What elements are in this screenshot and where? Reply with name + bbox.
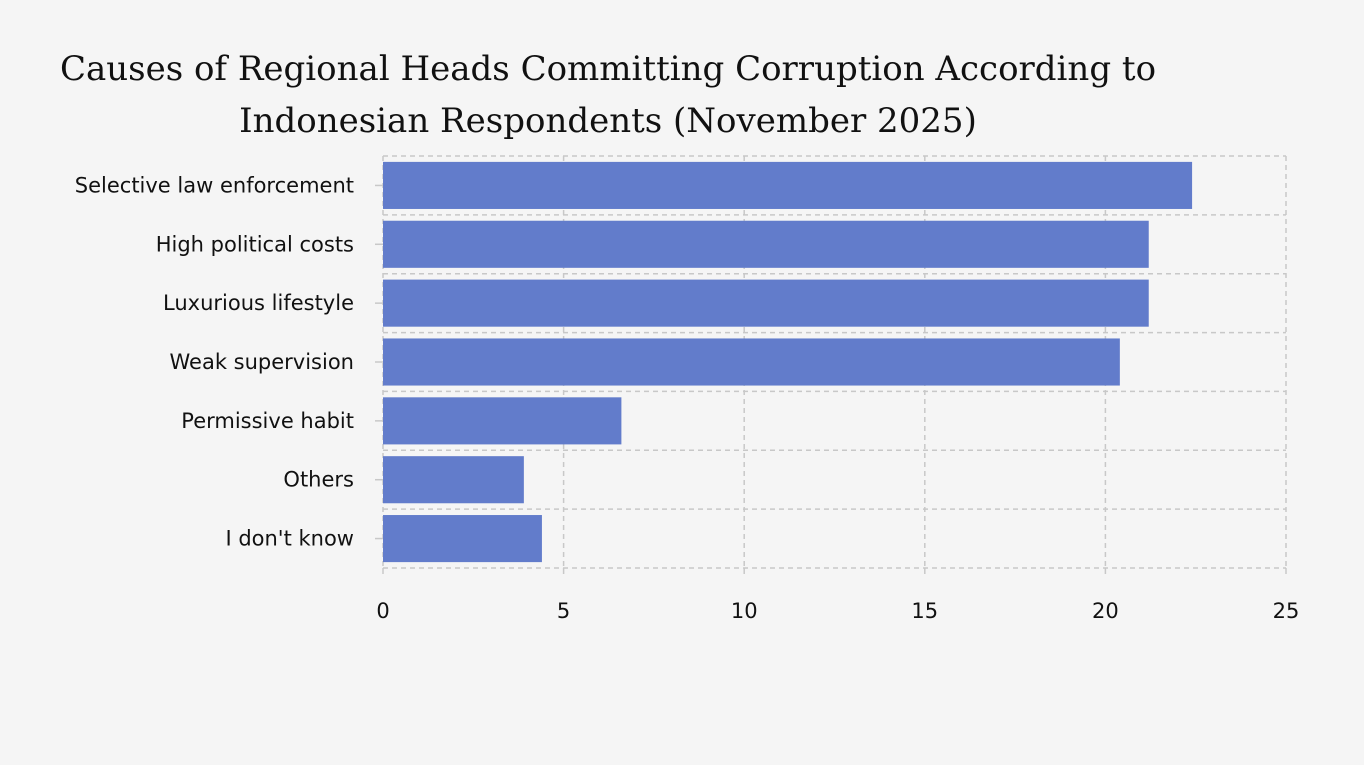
x-tick-label: 20	[1092, 599, 1119, 623]
bar	[383, 161, 1193, 209]
x-tick-label: 25	[1273, 599, 1300, 623]
x-tick-label: 5	[557, 599, 570, 623]
x-axis-ticks: 0 5 10 15 20 25	[376, 568, 1299, 623]
bar	[383, 456, 524, 504]
grid	[382, 155, 1287, 569]
category-label: I don't know	[225, 527, 354, 551]
bar	[383, 279, 1149, 327]
bar	[383, 397, 622, 445]
category-label: High political costs	[156, 232, 354, 256]
bar	[383, 338, 1120, 386]
x-tick-label: 0	[376, 599, 389, 623]
category-label: Luxurious lifestyle	[163, 291, 354, 315]
chart-title-line-2: Indonesian Respondents (November 2025)	[239, 101, 977, 141]
category-label: Selective law enforcement	[75, 173, 354, 197]
bar	[383, 515, 542, 563]
x-tick-label: 15	[911, 599, 938, 623]
bar	[383, 220, 1149, 268]
category-label: Others	[283, 468, 354, 492]
category-label: Weak supervision	[170, 350, 355, 374]
category-labels: Selective law enforcement High political …	[75, 173, 383, 551]
chart-title: Causes of Regional Heads Committing Corr…	[60, 49, 1156, 141]
category-label: Permissive habit	[181, 409, 354, 433]
chart-title-line-1: Causes of Regional Heads Committing Corr…	[60, 49, 1156, 89]
x-tick-label: 10	[731, 599, 758, 623]
bars	[383, 161, 1193, 563]
